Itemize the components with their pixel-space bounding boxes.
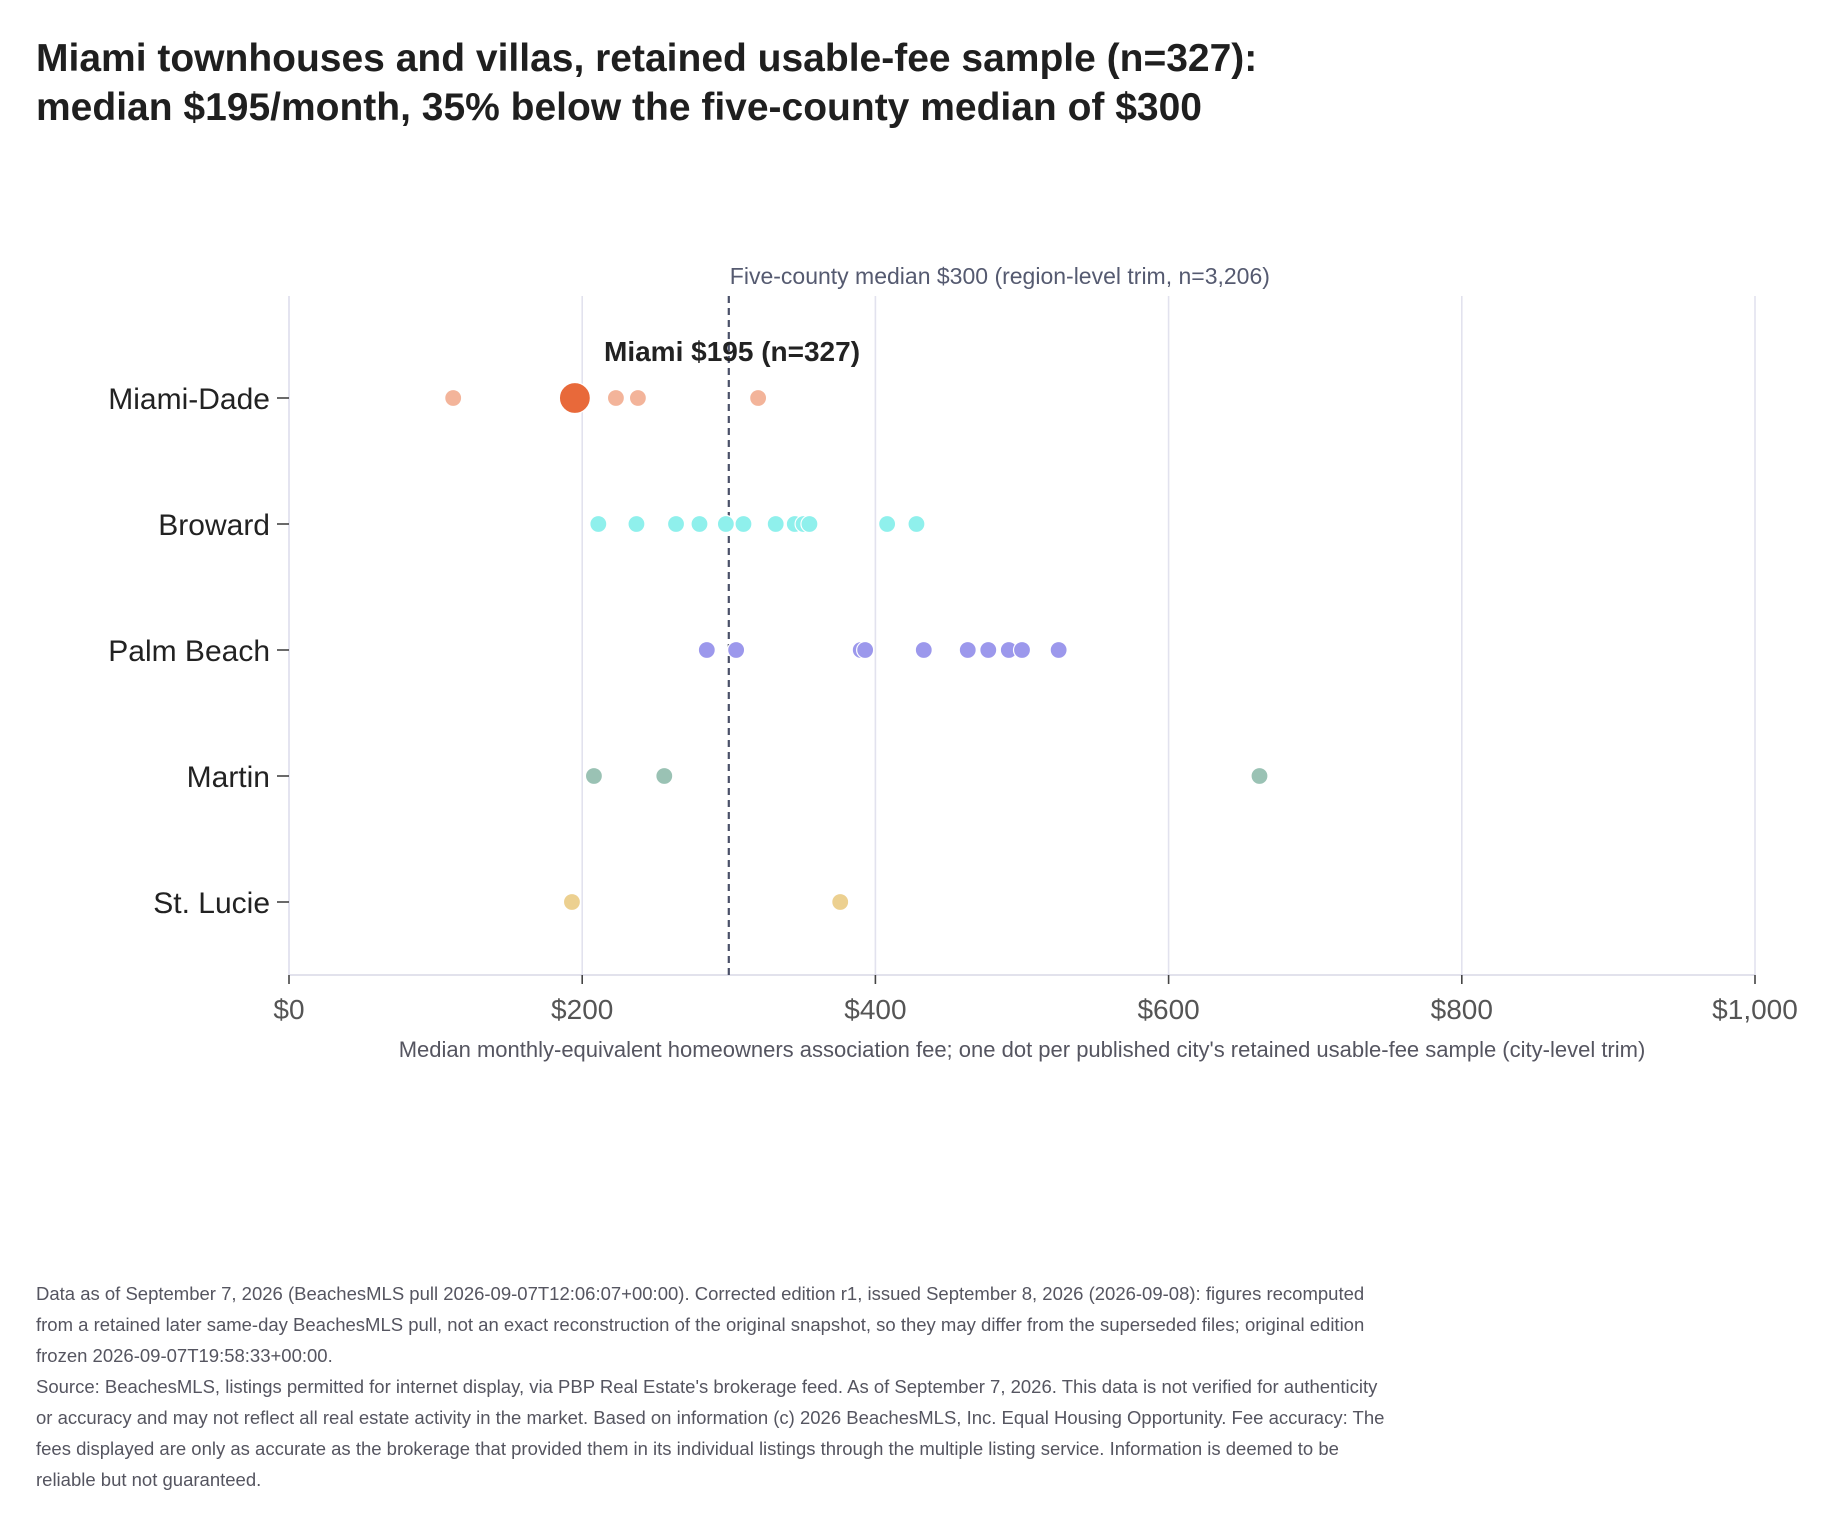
data-point: [666, 514, 686, 534]
data-point: [831, 892, 850, 912]
y-tick-label: Palm Beach: [108, 635, 270, 668]
x-tick-label: $1,000: [1712, 994, 1798, 1025]
highlight-label: Miami $195 (n=327): [604, 336, 860, 367]
data-point: [562, 892, 582, 912]
data-point: [690, 514, 709, 534]
data-point: [1250, 766, 1269, 786]
y-tick-label: Broward: [158, 509, 270, 542]
data-point: [584, 766, 604, 786]
data-point: [958, 640, 977, 660]
data-point: [979, 640, 998, 660]
footnotes: Data as of September 7, 2026 (BeachesMLS…: [36, 1278, 1396, 1495]
data-point: [444, 388, 463, 408]
y-tick-label: Martin: [187, 761, 270, 794]
data-point: [628, 388, 648, 408]
data-point: [606, 388, 626, 408]
data-point: [589, 514, 608, 534]
chart-title-line-1: Miami townhouses and villas, retained us…: [36, 37, 1258, 80]
x-tick-label: $800: [1431, 994, 1493, 1025]
data-point: [1049, 640, 1068, 660]
highlight-point: [558, 381, 591, 415]
data-point: [1012, 640, 1032, 660]
reference-line-label: Five-county median $300 (region-level tr…: [730, 263, 1270, 289]
x-tick-label: $200: [551, 994, 613, 1025]
data-point: [878, 514, 897, 534]
x-axis-label: Median monthly-equivalent homeowners ass…: [399, 1037, 1646, 1062]
data-point: [749, 388, 768, 408]
data-point: [907, 514, 926, 534]
data-point: [856, 640, 875, 660]
chart-title: Miami townhouses and villas, retained us…: [36, 34, 1536, 132]
data-point: [800, 514, 819, 534]
data-point: [914, 640, 933, 660]
data-point: [734, 514, 753, 534]
data-point: [627, 514, 646, 534]
y-tick-label: Miami-Dade: [108, 383, 270, 416]
data-point: [727, 640, 746, 660]
x-tick-label: $400: [844, 994, 906, 1025]
footnote-source: Source: BeachesMLS, listings permitted f…: [36, 1376, 1385, 1490]
y-tick-label: St. Lucie: [153, 887, 270, 920]
footnote-data-note: Data as of September 7, 2026 (BeachesMLS…: [36, 1283, 1365, 1366]
data-point: [655, 766, 674, 786]
x-tick-label: $600: [1137, 994, 1199, 1025]
data-point: [716, 514, 735, 534]
x-tick-label: $0: [273, 994, 304, 1025]
data-point: [766, 514, 785, 534]
data-point: [697, 640, 716, 660]
chart-title-line-2: median $195/month, 35% below the five-co…: [36, 86, 1202, 129]
